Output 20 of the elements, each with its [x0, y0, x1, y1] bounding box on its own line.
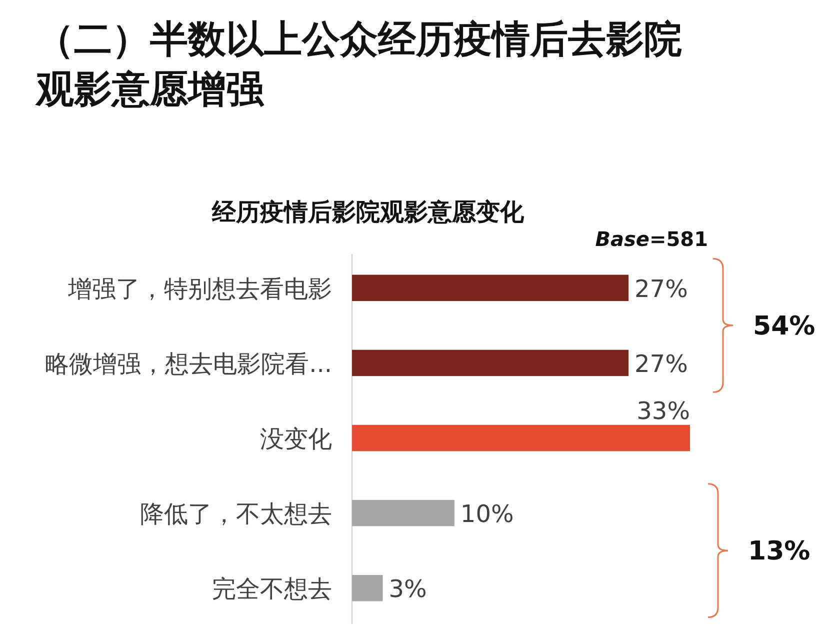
text: Base=581: [595, 227, 708, 251]
bar: [352, 350, 629, 376]
chart-title: （二）半数以上公众经历疫情后去影院观影意愿增强: [35, 17, 682, 111]
data-label: 3%: [388, 575, 427, 604]
chart-subtitle: 经历疫情后影院观影意愿变化: [211, 198, 525, 226]
y-tick-label: 降低了，不太想去: [140, 500, 332, 528]
y-tick-label: 没变化: [260, 425, 332, 453]
text: 54%: [753, 311, 816, 342]
y-tick-label: 增强了，特别想去看电影: [67, 274, 332, 303]
y-tick-label: 略微增强，想去电影院看...: [45, 350, 332, 378]
bar: [352, 500, 454, 526]
data-label: 33%: [636, 396, 690, 425]
text: 13%: [748, 536, 810, 567]
bar: [352, 574, 383, 602]
bar: [352, 424, 690, 452]
data-label: 27%: [634, 274, 688, 303]
data-label: 27%: [634, 350, 688, 378]
y-tick-label: 完全不想去: [212, 575, 332, 604]
bar: [352, 274, 629, 302]
data-label: 10%: [460, 500, 514, 528]
